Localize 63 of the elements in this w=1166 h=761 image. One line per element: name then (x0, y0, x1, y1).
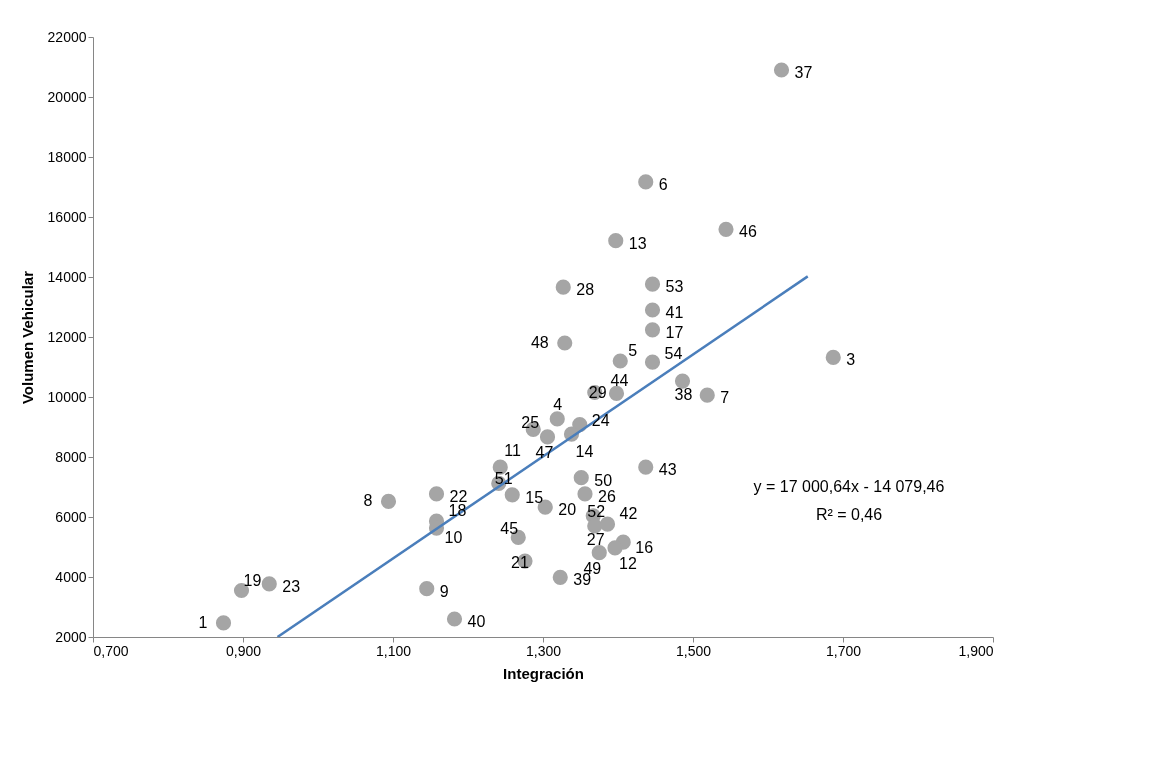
annotation: 16 (635, 539, 654, 557)
x-tick-label: 1,900 (958, 642, 994, 659)
annotation: 7 (720, 389, 730, 407)
x-tick-label: 1,100 (375, 642, 412, 659)
x-tick-label: 0,700 (93, 642, 129, 659)
annotation: 20 (558, 501, 577, 519)
annotation: 3 (846, 351, 856, 369)
annotation: 13 (628, 234, 647, 252)
x-tick-label: 1,500 (675, 642, 712, 659)
y-tick-label: 2000 (55, 628, 87, 645)
y-tick-label: 18000 (47, 148, 87, 165)
annotation: 17 (665, 323, 684, 341)
y-tick-label: 6000 (55, 508, 87, 525)
y-tick-label: 10000 (47, 388, 87, 405)
annotation: 11 (504, 442, 521, 460)
annotation: 14 (575, 443, 594, 461)
annotation: 26 (598, 487, 616, 505)
annotation: 10 (444, 529, 463, 547)
annotation: 4 (553, 395, 563, 413)
annotation: 23 (282, 577, 301, 595)
annotation: 37 (794, 64, 813, 81)
annotation: 50 (594, 471, 613, 489)
y-tick-label: 22000 (47, 28, 87, 45)
annotation: 12 (619, 554, 637, 572)
annotation: 25 (521, 414, 540, 432)
annotation: 48 (530, 334, 549, 351)
x-axis-title: Integración (503, 664, 584, 682)
annotation: 41 (665, 304, 684, 321)
y-tick-label: 8000 (55, 448, 87, 465)
annotation: 22 (449, 487, 468, 505)
annotation: 8 (363, 492, 373, 510)
annotation: 51 (494, 470, 513, 488)
annotation: 43 (658, 461, 677, 479)
annotation: 27 (586, 531, 605, 548)
y-axis-title: Volumen Vehicular (18, 270, 36, 405)
annotation: 54 (664, 345, 683, 363)
annotation: 38 (674, 386, 693, 404)
y-tick-label: 16000 (47, 208, 87, 225)
annotation: R² = 0,46 (815, 506, 883, 523)
annotation: 15 (525, 488, 544, 506)
annotation: 1 (198, 613, 208, 631)
annotation: 21 (511, 554, 529, 572)
y-tick-label: 14000 (47, 268, 87, 285)
annotation: 6 (658, 175, 668, 193)
annotation: 52 (587, 502, 606, 520)
annotation: 45 (500, 520, 519, 538)
annotation: 19 (243, 571, 262, 589)
annotation: 42 (619, 505, 638, 523)
annotation: 44 (610, 372, 629, 390)
x-tick-label: 1,700 (825, 642, 862, 659)
annotation: y = 17 000,64x - 14 079,46 (753, 478, 945, 495)
annotation: 40 (467, 613, 486, 630)
annotation: 53 (665, 278, 684, 296)
y-tick-label: 20000 (47, 88, 87, 105)
y-tick-label: 12000 (47, 328, 87, 345)
x-tick-label: 0,900 (225, 642, 262, 659)
annotation: 28 (576, 281, 595, 299)
annotation: 9 (439, 582, 449, 600)
x-tick-label: 1,300 (525, 642, 562, 659)
annotation: 29 (588, 383, 607, 401)
y-tick-label: 4000 (55, 568, 87, 585)
annotation: 46 (739, 223, 757, 241)
annotation: 5 (628, 342, 638, 359)
